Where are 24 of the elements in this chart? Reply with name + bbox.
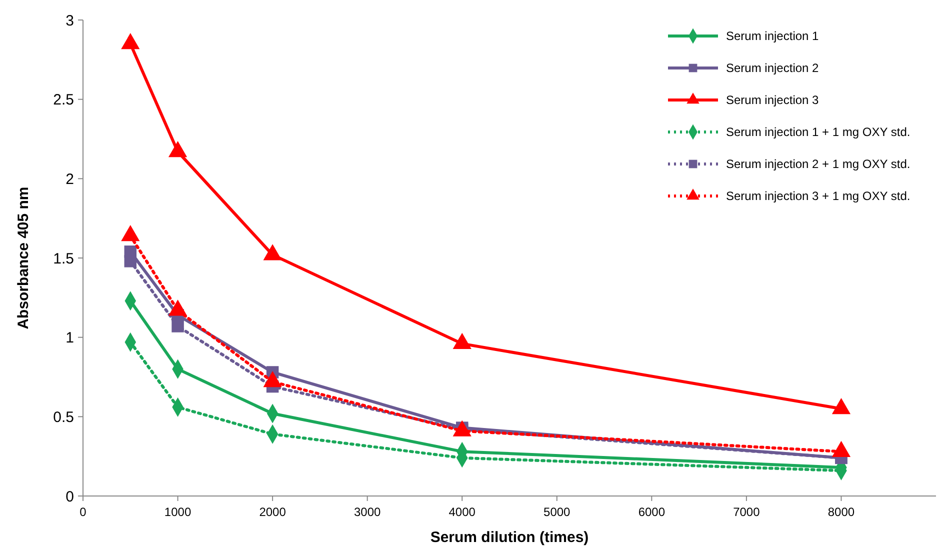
x-axis-title: Serum dilution (times) — [430, 529, 589, 546]
y-tick-label: 1 — [66, 330, 74, 347]
x-tick-label: 3000 — [354, 505, 382, 519]
y-tick-label: 3 — [66, 12, 74, 30]
x-tick-label: 1000 — [164, 505, 192, 519]
legend-label: Serum injection 2 — [726, 61, 820, 76]
x-tick-label: 2000 — [259, 505, 286, 519]
x-tick-label: 4000 — [448, 505, 476, 519]
legend-label: Serum injection 3 + 1 mg OXY std. — [726, 189, 910, 204]
legend-label: Serum injection 1 — [726, 29, 820, 44]
y-tick-label: 2 — [66, 170, 74, 188]
x-tick-label: 0 — [80, 505, 87, 519]
y-axis-title: Absorbance 405 nm — [15, 186, 32, 330]
legend-label: Serum injection 3 — [726, 93, 820, 108]
y-tick-label: 2.5 — [53, 92, 74, 109]
x-tick-label: 6000 — [638, 505, 666, 519]
x-tick-label: 5000 — [544, 505, 571, 519]
y-tick-label: 0.5 — [53, 408, 74, 426]
y-tick-label: 0 — [66, 488, 74, 506]
legend-label: Serum injection 2 + 1 mg OXY std. — [726, 157, 910, 172]
x-tick-label: 7000 — [733, 505, 760, 519]
legend-label: Serum injection 1 + 1 mg OXY std. — [726, 125, 910, 140]
x-tick-label: 8000 — [828, 505, 855, 519]
y-tick-label: 1.5 — [53, 250, 74, 268]
